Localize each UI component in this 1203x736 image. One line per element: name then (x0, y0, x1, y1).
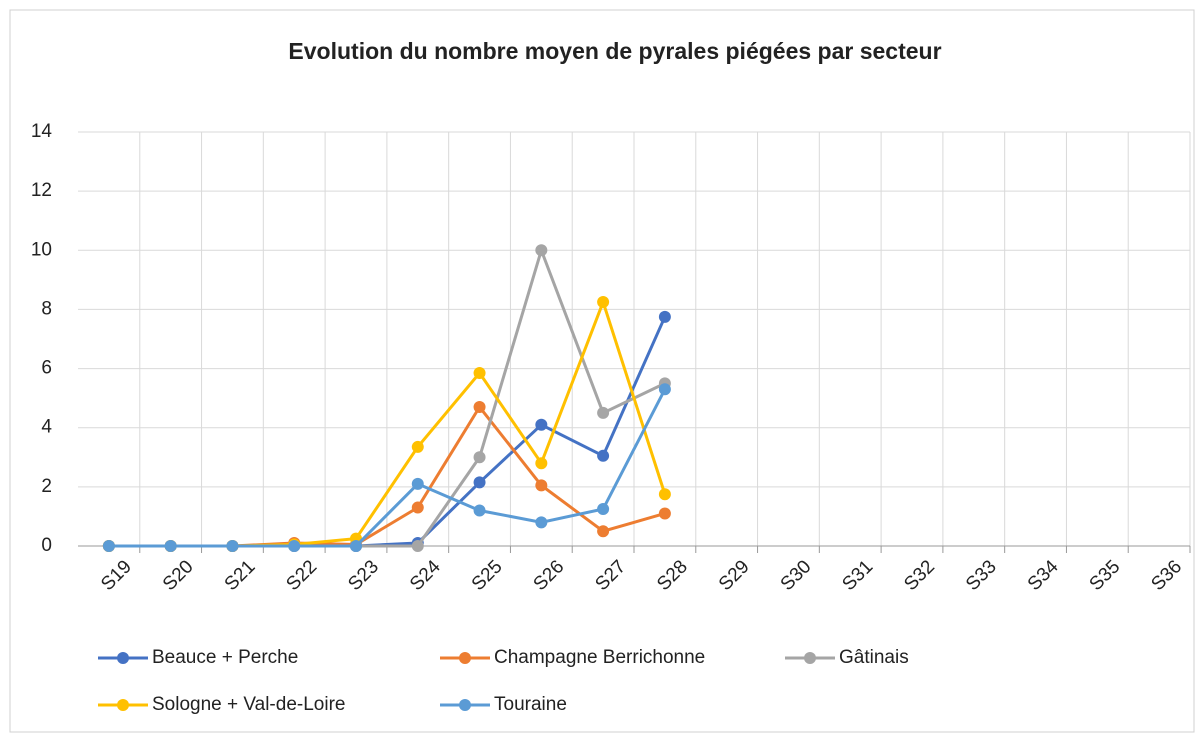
y-tick-label: 6 (41, 358, 52, 379)
data-point (473, 504, 486, 517)
legend-label: Beauce + Perche (152, 647, 298, 668)
y-tick-label: 14 (31, 121, 53, 142)
data-point (411, 501, 424, 514)
legend-label: Touraine (494, 694, 567, 715)
legend-marker (117, 652, 129, 664)
data-point (102, 540, 115, 552)
data-point (535, 457, 548, 470)
data-point (411, 540, 424, 552)
legend-marker (459, 652, 471, 664)
data-point (164, 540, 177, 552)
legend-marker (459, 699, 471, 711)
data-point (411, 440, 424, 453)
data-point (473, 476, 486, 489)
legend-label: Gâtinais (839, 647, 909, 668)
data-point (535, 516, 548, 529)
legend-label: Champagne Berrichonne (494, 647, 705, 668)
legend-label: Sologne + Val-de-Loire (152, 694, 345, 715)
data-point (411, 477, 424, 490)
legend-marker (804, 652, 816, 664)
data-point (597, 449, 610, 462)
y-tick-label: 10 (31, 239, 52, 260)
legend-marker (117, 699, 129, 711)
data-point (597, 296, 610, 309)
data-point (288, 540, 301, 552)
data-point (535, 479, 548, 492)
data-point (658, 507, 671, 520)
data-point (535, 244, 548, 257)
data-point (597, 525, 610, 538)
data-point (658, 383, 671, 396)
chart-border (9, 9, 1195, 733)
data-point (350, 540, 362, 552)
y-tick-label: 2 (41, 476, 52, 497)
data-point (597, 406, 610, 419)
data-point (658, 488, 671, 501)
y-tick-label: 8 (41, 298, 52, 319)
chart-title: Evolution du nombre moyen de pyrales pié… (288, 38, 941, 64)
y-tick-label: 4 (41, 417, 52, 438)
series-line (108, 388, 667, 548)
data-point (658, 310, 671, 323)
data-point (473, 451, 486, 464)
data-point (473, 401, 486, 414)
data-point (226, 540, 239, 552)
data-point (473, 367, 486, 380)
data-point (535, 418, 548, 431)
y-tick-label: 0 (41, 535, 52, 556)
y-tick-label: 12 (31, 180, 52, 201)
data-point (597, 503, 610, 516)
